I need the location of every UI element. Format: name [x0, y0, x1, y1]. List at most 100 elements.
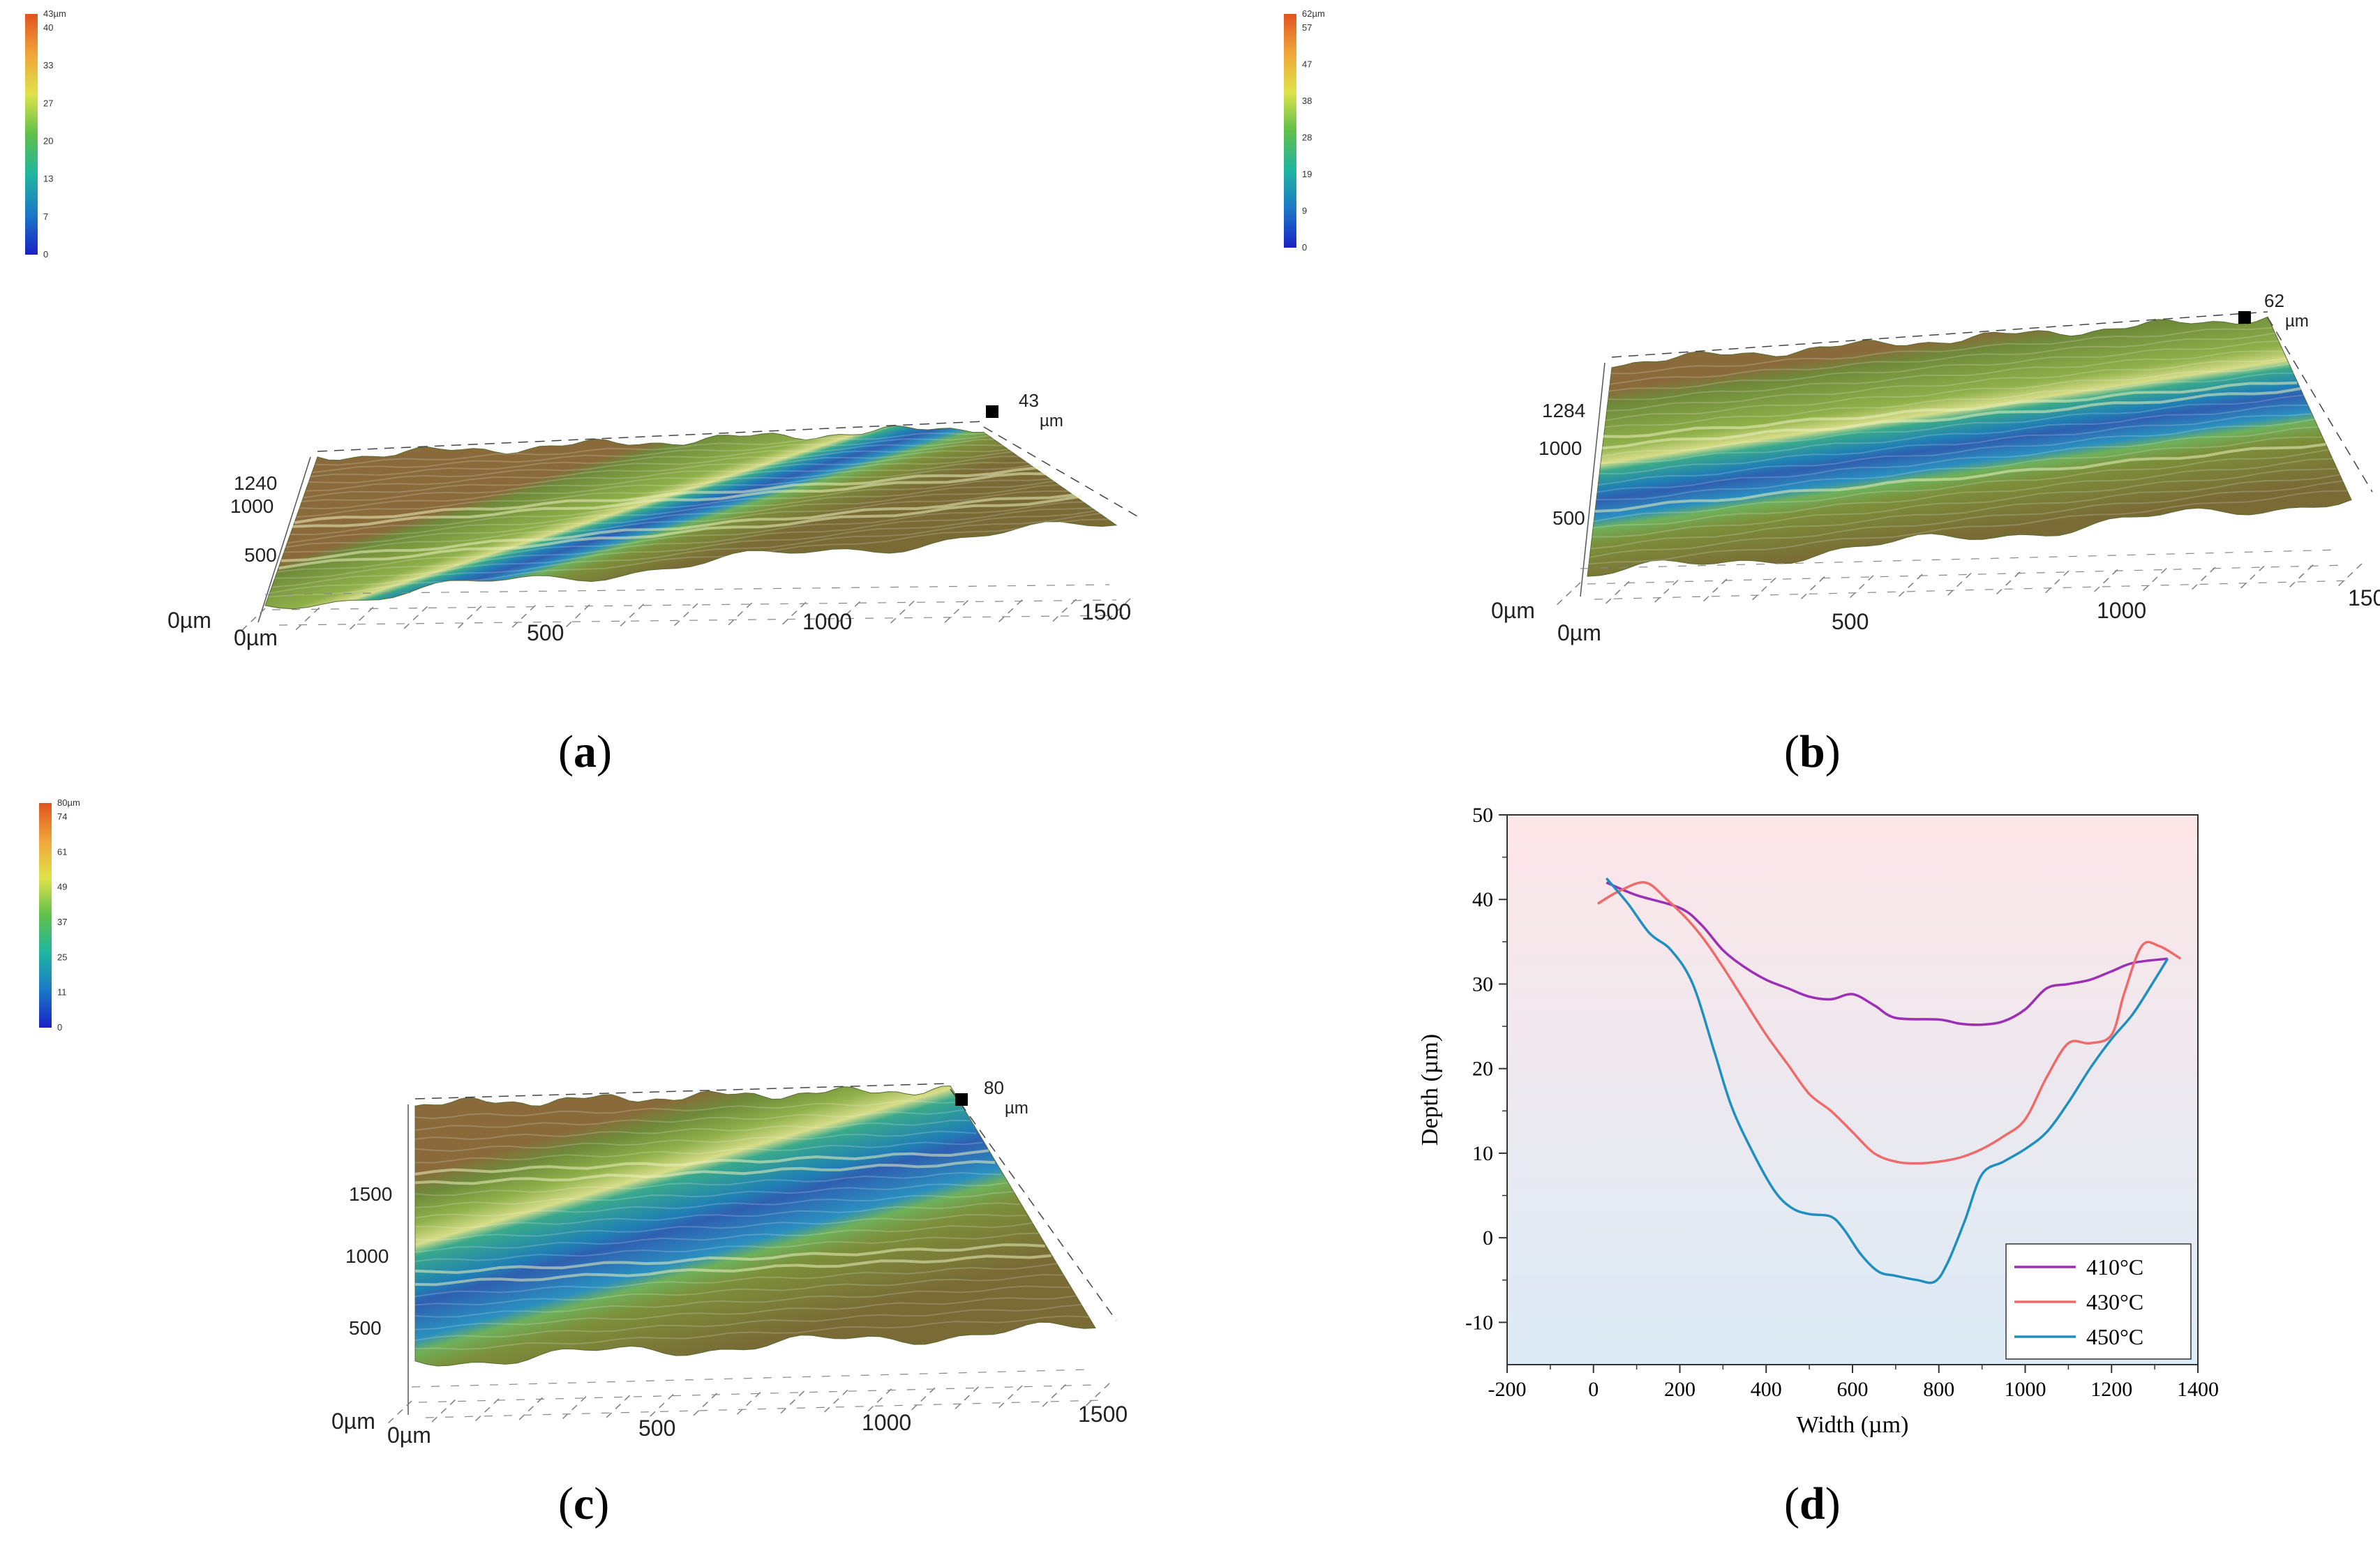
surface-texture-a	[267, 518, 1111, 598]
colorbar-tick-a: 20	[43, 136, 53, 147]
surface-texture-b	[1607, 350, 2283, 400]
floor-grid-a	[779, 601, 807, 628]
x-tick-label-c: 0µm	[387, 1423, 431, 1448]
surface-texture-b	[1600, 404, 2308, 464]
surface-texture-a	[308, 444, 1008, 483]
floor-grid-b	[1797, 576, 1825, 603]
surface-frame-c	[414, 1083, 1117, 1321]
surface-texture-a	[299, 461, 1031, 510]
legend-label: 410°C	[2086, 1254, 2143, 1280]
y-tick-label-c: 500	[349, 1317, 382, 1339]
surface-texture-b	[1602, 387, 2301, 450]
surface-panel-b: 62µm 57 47 38 28 19 9 0 62 µm 1284 1000 500 0µm 0µm 500…	[1190, 0, 2380, 777]
surface-texture-b	[1601, 394, 2305, 458]
floor-grid-a	[346, 606, 374, 633]
floor-grid-b	[1587, 564, 2349, 585]
colorbar-tick-b: 19	[1302, 169, 1312, 179]
floor-grid-a	[264, 584, 1110, 595]
surface-frame-a	[317, 421, 1138, 517]
surface-texture-b	[1596, 426, 2319, 493]
y-origin-label-b: 0µm	[1491, 598, 1535, 623]
floor-grid-b	[2139, 568, 2167, 594]
surface-texture-c	[414, 1222, 1033, 1253]
surface-texture-b	[1603, 381, 2298, 438]
depth-profile-chart: -200 0 200 400 600 800 1000 1200 1400 -10 0 10 20 30 4…	[1417, 804, 2219, 1438]
surface-texture-c	[414, 1149, 989, 1176]
surface-texture-a	[285, 483, 1065, 548]
floor-grid-b	[2042, 570, 2070, 597]
surface-texture-b	[1609, 332, 2276, 385]
floor-grid-c	[733, 1391, 761, 1418]
floor-grid-c	[821, 1389, 848, 1416]
colorbar-tick-a: 33	[43, 60, 53, 70]
legend-label: 450°C	[2086, 1324, 2143, 1349]
y-tick-label: 50	[1472, 804, 1493, 827]
colorbar-a	[25, 14, 38, 255]
surface-texture-c	[414, 1130, 977, 1152]
surface-texture-a	[303, 450, 1019, 499]
surface-texture-c	[414, 1119, 971, 1141]
z-max-label-c: 80	[984, 1077, 1004, 1098]
floor-grid-b	[1602, 580, 1630, 607]
floor-grid-a	[562, 604, 590, 631]
surface-texture-b	[1599, 413, 2312, 475]
x-tick-label-b: 0µm	[1557, 620, 1601, 645]
surface-texture-c	[414, 1274, 1064, 1306]
z-unit-label-a: µm	[1040, 412, 1063, 430]
floor-grid-b	[2237, 565, 2265, 592]
y-tick-label-b: 1284	[1542, 400, 1585, 421]
floor-grid-a	[1103, 598, 1131, 624]
y-tick-label: 10	[1472, 1142, 1493, 1165]
surface-texture-a	[315, 432, 991, 466]
floor-grid-c	[559, 1396, 587, 1423]
surface-texture-b	[1608, 340, 2280, 392]
x-tick-label: 1200	[2090, 1378, 2132, 1401]
surface-texture-c	[414, 1214, 1026, 1241]
surface-texture-b	[1605, 363, 2290, 421]
surface-plot-b: 62µm 57 47 38 28 19 9 0 62µm 1284 1000 500 0µm 0µm 500…	[1284, 8, 2380, 645]
panel-label-d: (d)	[1784, 1478, 1841, 1529]
surface-texture-b	[1610, 327, 2273, 375]
surface-texture-a	[297, 463, 1037, 518]
colorbar-tick-c: 49	[57, 882, 67, 892]
floor-grid-a	[941, 600, 968, 627]
floor-grid-b	[1749, 577, 1776, 603]
floor-grid-b	[1553, 582, 1581, 608]
floor-grid-a	[887, 600, 915, 627]
surface-texture-c	[414, 1100, 958, 1120]
surface-b	[1587, 316, 2352, 577]
y-origin-label-a: 0µm	[167, 608, 211, 633]
x-axis-label: Width (µm)	[1797, 1412, 1909, 1438]
y-tick-label-b: 1000	[1539, 437, 1582, 459]
floor-grid-a	[833, 601, 860, 627]
surface-texture-c	[414, 1171, 1002, 1196]
legend-label: 430°C	[2086, 1289, 2143, 1314]
surface-texture-a	[280, 493, 1077, 562]
floor-grid-c	[418, 1384, 1096, 1403]
y-tick-label-c: 1000	[345, 1245, 389, 1267]
surface-texture-a	[283, 490, 1070, 553]
x-tick-label-b: 1000	[2097, 598, 2146, 623]
surface-texture-a	[306, 448, 1014, 492]
z-max-marker-a	[986, 405, 998, 418]
surface-texture-a	[278, 495, 1082, 570]
surface-texture-c	[414, 1141, 983, 1164]
y-tick-label: 20	[1472, 1058, 1493, 1081]
floor-grid-c	[472, 1398, 500, 1425]
y-tick-label-c: 1500	[349, 1183, 392, 1205]
surface-texture-b	[1592, 467, 2337, 538]
z-max-marker-b	[2238, 311, 2251, 324]
x-tick-label: 600	[1837, 1378, 1869, 1401]
colorbar-tick-b: 57	[1302, 22, 1312, 33]
floor-grid-c	[995, 1385, 1023, 1411]
surface-texture-b	[1598, 418, 2316, 486]
floor-grid-c	[603, 1395, 630, 1421]
colorbar-tick-c: 11	[57, 987, 67, 998]
floor-grid-c	[428, 1399, 456, 1425]
surface-texture-b	[1606, 357, 2287, 412]
surface-texture-c	[414, 1315, 1089, 1350]
colorbar-tick-a: 27	[43, 98, 53, 108]
surface-frame-b	[1611, 311, 2373, 493]
x-tick-label: 400	[1751, 1378, 1782, 1401]
surface-texture-c	[414, 1285, 1070, 1318]
